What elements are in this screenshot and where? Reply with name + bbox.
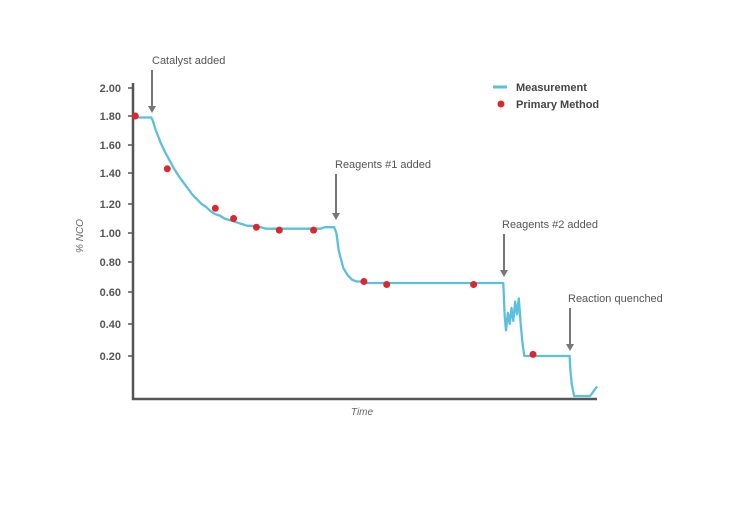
legend: Measurement Primary Method <box>493 82 599 111</box>
annotation-label: Reaction quenched <box>568 293 663 305</box>
annotation-arrow-head <box>148 106 156 113</box>
axes <box>131 83 597 401</box>
legend-label-primary-method: Primary Method <box>516 99 599 111</box>
y-tick-label: 1.00 <box>100 228 121 240</box>
y-tick-label: 1.80 <box>100 111 121 123</box>
primary-method-point <box>230 215 238 222</box>
measurement-line <box>133 116 598 398</box>
y-tick-label: 0.60 <box>100 287 121 299</box>
annotation-arrow-head <box>566 344 574 351</box>
y-tick-label: 2.00 <box>100 83 121 95</box>
annotation-arrow-head <box>500 270 508 277</box>
y-tick-label: 1.20 <box>100 199 121 211</box>
annotations: Catalyst added Reagents #1 added Reagents … <box>148 55 663 351</box>
primary-method-point <box>163 165 171 173</box>
legend-label-measurement: Measurement <box>516 82 587 94</box>
y-axis-title: % NCO <box>75 219 86 253</box>
primary-method-point <box>211 204 219 212</box>
y-tick-label: 0.80 <box>100 257 121 269</box>
primary-method-point <box>470 281 478 288</box>
primary-method-point <box>529 350 537 358</box>
x-axis-title: Time <box>351 407 374 418</box>
annotation-label: Catalyst added <box>152 55 225 67</box>
y-tick-label: 1.40 <box>100 168 121 180</box>
y-ticks: 0.20 0.40 0.60 0.80 1.00 1.20 1.40 1.60 1.80 2.00 <box>100 83 133 363</box>
primary-method-point <box>252 223 260 231</box>
legend-dot-swatch <box>497 100 505 108</box>
annotation-label: Reagents #1 added <box>335 159 431 171</box>
series <box>131 112 598 398</box>
annotation-label: Reagents #2 added <box>502 219 598 231</box>
y-tick-label: 0.20 <box>100 351 121 363</box>
primary-method-point <box>360 278 368 285</box>
y-tick-label: 0.40 <box>100 319 121 331</box>
y-tick-label: 1.60 <box>100 140 121 152</box>
annotation-arrow-head <box>332 213 340 220</box>
primary-method-point <box>131 112 139 120</box>
primary-method-point <box>310 226 318 234</box>
primary-method-point <box>383 281 391 288</box>
primary-method-point <box>275 226 283 234</box>
